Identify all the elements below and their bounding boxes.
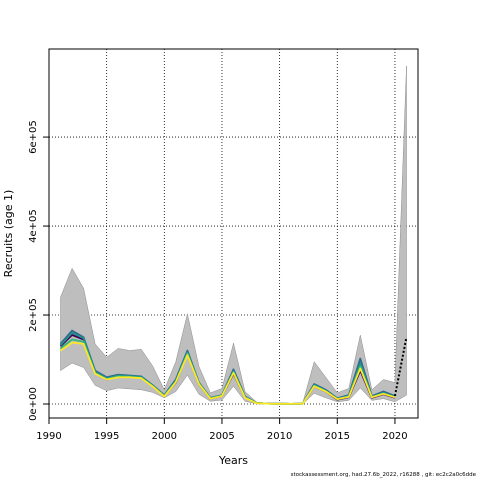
y-tick-label: 2e+05 <box>28 298 39 332</box>
plot-frame <box>48 48 419 419</box>
x-axis-title: Years <box>218 454 248 467</box>
forecast-line <box>393 337 408 397</box>
y-axis-title: Recruits (age 1) <box>2 190 15 278</box>
y-tick-label: 4e+05 <box>28 209 39 243</box>
x-tick-label: 2015 <box>325 431 350 442</box>
series-line <box>59 341 396 405</box>
y-axis: 0e+00 2e+05 4e+05 6e+05 <box>28 120 49 421</box>
x-tick-label: 2020 <box>382 431 407 442</box>
footer-credit: stockassessment.org, had.27.6b_2022, r16… <box>290 472 476 478</box>
x-tick-label: 2000 <box>152 431 177 442</box>
x-tick-label: 2005 <box>209 431 234 442</box>
confidence-band <box>60 65 407 405</box>
y-tick-label: 0e+00 <box>28 387 39 421</box>
forecast <box>393 337 408 397</box>
y-tick-label: 6e+05 <box>28 120 39 154</box>
x-tick-label: 1990 <box>36 431 61 442</box>
x-tick-label: 1995 <box>94 431 119 442</box>
x-tick-label: 2010 <box>267 431 292 442</box>
ci-band <box>60 65 407 405</box>
series-lines <box>59 329 396 405</box>
x-axis: 1990 1995 2000 2005 2010 2015 2020 <box>36 418 408 442</box>
